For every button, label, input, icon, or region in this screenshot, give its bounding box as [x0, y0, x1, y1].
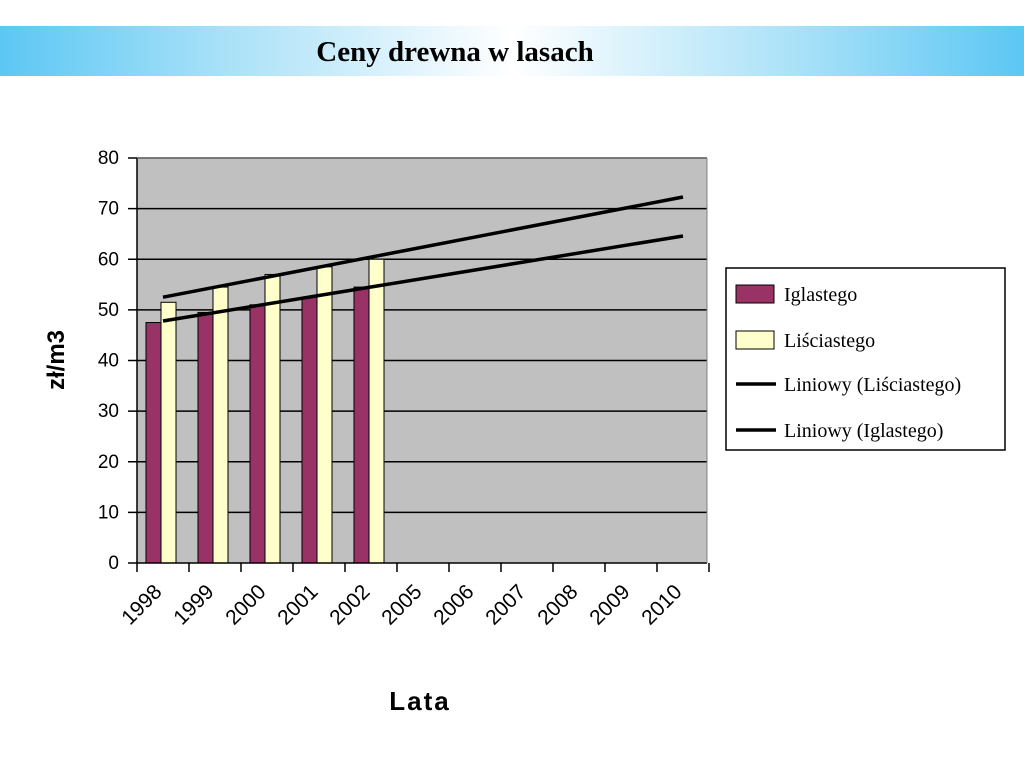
y-tick-label-50: 50 [98, 300, 119, 321]
x-tick-label-2007: 2007 [481, 580, 530, 629]
y-tick-label-20: 20 [98, 452, 119, 473]
y-tick-label-0: 0 [108, 553, 119, 574]
y-tick-label-80: 80 [98, 148, 119, 169]
bar-liściastego-2001 [316, 266, 333, 564]
x-tick-label-2001: 2001 [273, 580, 322, 629]
title-bar: Ceny drewna w lasach [0, 26, 1024, 76]
x-tick-label-2006: 2006 [429, 580, 478, 629]
y-tick-label-30: 30 [98, 401, 119, 422]
x-axis-label: Lata [389, 686, 450, 716]
bar-liściastego-1998 [160, 301, 177, 564]
legend-label-trend-iglastego: Liniowy (Iglastego) [784, 420, 943, 442]
bar-liściastego-1999 [212, 286, 229, 564]
legend-swatch-iglastego [735, 284, 775, 304]
bar-iglastego-1999 [197, 311, 214, 564]
x-tick-label-2010: 2010 [637, 580, 686, 629]
x-tick-label-2005: 2005 [377, 580, 426, 629]
bar-iglastego-2001 [301, 296, 318, 564]
bar-iglastego-1998 [145, 322, 162, 564]
y-tick-label-70: 70 [98, 199, 119, 220]
axes [128, 157, 710, 572]
trendline-1 [162, 234, 684, 323]
legend-label-trend-lisciastego: Liniowy (Liściastego) [784, 374, 961, 396]
trendline-0 [162, 195, 684, 299]
legend-label-iglastego: Iglastego [784, 284, 857, 306]
x-tick-label-1999: 1999 [169, 580, 218, 629]
x-tick-label-2002: 2002 [325, 580, 374, 629]
y-axis-label: zł/m3 [43, 330, 70, 390]
x-tick-label-2000: 2000 [221, 580, 270, 629]
legend: Iglastego Liściastego Liniowy (Liściaste… [725, 267, 1006, 451]
legend-swatch-lisciastego [735, 330, 775, 350]
x-tick-label-2008: 2008 [533, 580, 582, 629]
trendlines [162, 195, 684, 323]
y-tick-label-10: 10 [98, 502, 119, 523]
bar-liściastego-2000 [264, 273, 281, 564]
x-tick-label-2009: 2009 [585, 580, 634, 629]
y-tick-label-40: 40 [98, 351, 119, 372]
slide-title: Ceny drewna w lasach [316, 36, 594, 68]
y-tick-label-60: 60 [98, 249, 119, 270]
x-tick-label-1998: 1998 [117, 580, 166, 629]
bar-iglastego-2000 [249, 304, 266, 564]
legend-label-lisciastego: Liściastego [784, 330, 875, 352]
bar-liściastego-2002 [368, 258, 385, 564]
bar-iglastego-2002 [353, 286, 370, 564]
